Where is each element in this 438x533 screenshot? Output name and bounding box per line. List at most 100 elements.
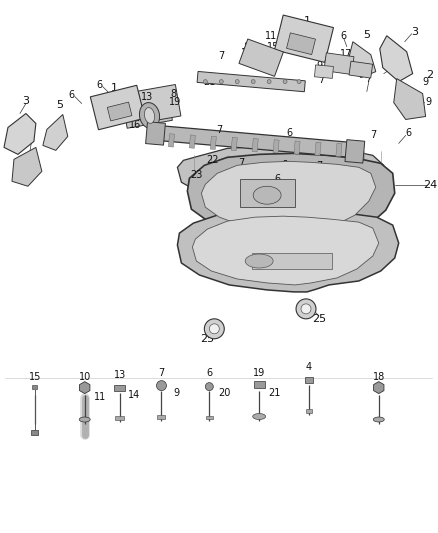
Text: 7: 7 bbox=[159, 368, 165, 378]
Circle shape bbox=[251, 79, 255, 84]
Polygon shape bbox=[254, 381, 265, 388]
Polygon shape bbox=[90, 85, 145, 130]
Circle shape bbox=[296, 299, 316, 319]
Polygon shape bbox=[189, 135, 195, 148]
Text: 5: 5 bbox=[363, 30, 370, 40]
Polygon shape bbox=[153, 125, 355, 158]
Text: 21: 21 bbox=[203, 77, 215, 86]
Text: 3: 3 bbox=[411, 27, 418, 37]
Text: 23: 23 bbox=[190, 171, 202, 180]
Polygon shape bbox=[294, 141, 300, 154]
Polygon shape bbox=[349, 61, 373, 78]
Polygon shape bbox=[107, 102, 132, 121]
Polygon shape bbox=[43, 115, 68, 150]
Circle shape bbox=[205, 319, 224, 339]
Circle shape bbox=[267, 79, 271, 84]
Text: 9: 9 bbox=[423, 77, 429, 86]
Text: 1: 1 bbox=[304, 16, 311, 26]
Text: 15: 15 bbox=[267, 42, 279, 52]
Text: 24: 24 bbox=[424, 180, 438, 190]
Polygon shape bbox=[374, 382, 384, 393]
Text: 6: 6 bbox=[274, 174, 280, 184]
Text: 3: 3 bbox=[22, 95, 29, 106]
Ellipse shape bbox=[253, 186, 281, 204]
Text: 16: 16 bbox=[363, 62, 375, 71]
Text: 4: 4 bbox=[306, 362, 312, 372]
Text: 9: 9 bbox=[173, 387, 180, 398]
Ellipse shape bbox=[245, 254, 273, 268]
Polygon shape bbox=[252, 253, 332, 269]
Text: 6: 6 bbox=[286, 128, 292, 139]
Text: 25: 25 bbox=[312, 314, 326, 324]
Text: 6: 6 bbox=[97, 79, 103, 90]
Text: 14: 14 bbox=[130, 114, 141, 124]
Polygon shape bbox=[12, 148, 42, 186]
Polygon shape bbox=[394, 78, 426, 119]
Text: 18: 18 bbox=[241, 47, 253, 58]
Text: 6: 6 bbox=[281, 160, 287, 171]
Polygon shape bbox=[177, 210, 399, 292]
Polygon shape bbox=[115, 416, 124, 419]
Ellipse shape bbox=[373, 417, 384, 422]
Circle shape bbox=[219, 79, 223, 84]
Text: 2: 2 bbox=[26, 132, 33, 141]
Text: 14: 14 bbox=[128, 390, 141, 400]
Circle shape bbox=[301, 304, 311, 314]
Polygon shape bbox=[273, 140, 279, 153]
Text: 11: 11 bbox=[94, 392, 106, 401]
Text: 13: 13 bbox=[141, 92, 154, 102]
Polygon shape bbox=[304, 377, 314, 383]
Text: 12: 12 bbox=[302, 36, 314, 46]
Polygon shape bbox=[201, 161, 376, 231]
Polygon shape bbox=[345, 140, 365, 163]
Text: 19: 19 bbox=[253, 368, 265, 378]
Text: 6: 6 bbox=[69, 90, 75, 100]
Ellipse shape bbox=[253, 414, 265, 419]
Polygon shape bbox=[206, 416, 213, 419]
Circle shape bbox=[297, 79, 301, 84]
Text: 2: 2 bbox=[426, 70, 433, 79]
Polygon shape bbox=[177, 146, 384, 208]
Polygon shape bbox=[315, 142, 321, 156]
Text: 7: 7 bbox=[218, 51, 224, 61]
Circle shape bbox=[203, 79, 207, 84]
Text: 6: 6 bbox=[206, 368, 212, 378]
Polygon shape bbox=[210, 136, 216, 149]
Polygon shape bbox=[275, 15, 333, 62]
Polygon shape bbox=[324, 53, 354, 75]
Text: 6: 6 bbox=[406, 128, 412, 139]
Text: 9: 9 bbox=[426, 96, 432, 107]
Polygon shape bbox=[168, 134, 174, 147]
Text: 25: 25 bbox=[200, 334, 214, 344]
Circle shape bbox=[205, 383, 213, 391]
Text: 10: 10 bbox=[284, 28, 296, 38]
Text: 18: 18 bbox=[373, 372, 385, 382]
Text: 13: 13 bbox=[113, 370, 126, 379]
Text: 16: 16 bbox=[130, 120, 141, 131]
Circle shape bbox=[235, 79, 239, 84]
Polygon shape bbox=[123, 95, 172, 128]
Text: 11: 11 bbox=[265, 31, 277, 41]
Text: 7: 7 bbox=[216, 125, 223, 135]
Polygon shape bbox=[80, 382, 90, 393]
Text: 17: 17 bbox=[315, 52, 327, 62]
Text: 7: 7 bbox=[318, 75, 324, 85]
Text: 22: 22 bbox=[206, 155, 219, 165]
Polygon shape bbox=[197, 71, 305, 92]
Polygon shape bbox=[286, 33, 315, 54]
Polygon shape bbox=[348, 42, 376, 78]
Polygon shape bbox=[336, 143, 342, 157]
Polygon shape bbox=[32, 385, 37, 389]
Polygon shape bbox=[4, 114, 36, 155]
Text: 8: 8 bbox=[244, 42, 251, 52]
Polygon shape bbox=[32, 430, 39, 435]
Ellipse shape bbox=[145, 108, 155, 123]
Polygon shape bbox=[240, 179, 294, 207]
Polygon shape bbox=[145, 122, 166, 145]
Text: 15: 15 bbox=[29, 372, 41, 382]
Text: 7: 7 bbox=[371, 131, 377, 140]
Text: 21: 21 bbox=[268, 387, 280, 398]
Circle shape bbox=[156, 381, 166, 391]
Text: 7: 7 bbox=[366, 74, 372, 84]
Polygon shape bbox=[306, 408, 312, 413]
